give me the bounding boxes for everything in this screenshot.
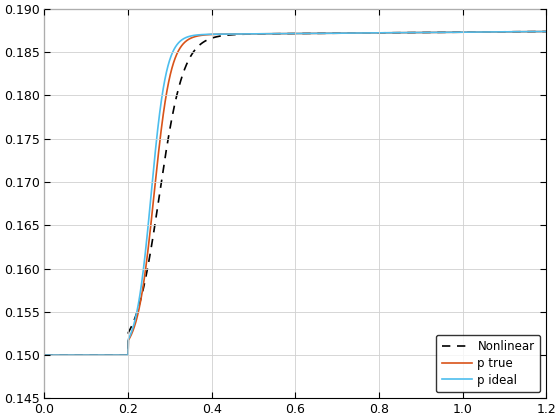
p true [454, 30, 460, 35]
p true [543, 29, 550, 34]
p true [41, 352, 48, 357]
Nonlinear [41, 352, 48, 357]
Legend: Nonlinear, p true, p ideal: Nonlinear, p true, p ideal [436, 335, 540, 392]
p ideal [342, 31, 349, 36]
Nonlinear [342, 31, 349, 36]
p ideal [132, 315, 139, 320]
p ideal [41, 352, 48, 357]
Nonlinear [543, 29, 550, 34]
Nonlinear [132, 314, 139, 319]
Nonlinear [454, 30, 460, 35]
p true [132, 320, 139, 325]
Line: p true: p true [44, 32, 547, 355]
p true [416, 30, 422, 35]
Nonlinear [416, 30, 422, 35]
Nonlinear [367, 30, 374, 35]
p true [342, 31, 349, 36]
Line: p ideal: p ideal [44, 32, 547, 355]
p ideal [367, 30, 374, 35]
p ideal [233, 32, 240, 37]
Line: Nonlinear: Nonlinear [44, 32, 547, 355]
p true [367, 30, 374, 35]
p true [233, 32, 240, 37]
Nonlinear [233, 32, 240, 37]
p ideal [454, 30, 460, 35]
p ideal [543, 29, 550, 34]
p ideal [416, 30, 422, 35]
